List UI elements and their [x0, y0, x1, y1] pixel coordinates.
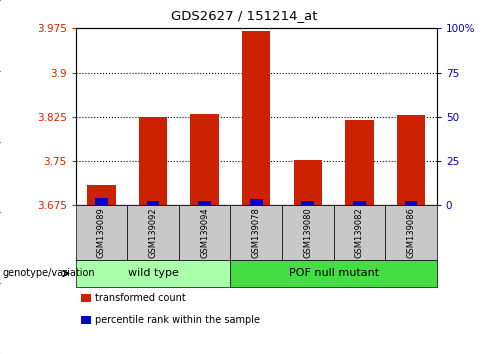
Text: GSM139092: GSM139092	[148, 207, 158, 258]
Text: GSM139078: GSM139078	[252, 207, 261, 258]
Text: GSM139082: GSM139082	[355, 207, 364, 258]
Text: genotype/variation: genotype/variation	[2, 268, 95, 279]
Text: percentile rank within the sample: percentile rank within the sample	[95, 315, 260, 325]
Text: GSM139080: GSM139080	[303, 207, 312, 258]
Bar	[190, 114, 219, 205]
Bar	[146, 201, 160, 205]
Bar	[302, 201, 314, 205]
Bar	[397, 115, 425, 205]
Bar	[405, 201, 417, 205]
Text: wild type: wild type	[127, 268, 179, 279]
Bar	[95, 198, 108, 205]
Bar	[294, 160, 322, 205]
Text: transformed count: transformed count	[95, 293, 186, 303]
Text: POF null mutant: POF null mutant	[288, 268, 379, 279]
Text: GSM139089: GSM139089	[97, 207, 106, 258]
Text: GSM139094: GSM139094	[200, 207, 209, 258]
Bar	[250, 199, 263, 205]
Bar	[353, 201, 366, 205]
Text: GSM139086: GSM139086	[407, 207, 415, 258]
Bar	[242, 31, 270, 205]
Bar	[198, 201, 211, 205]
Bar	[139, 117, 167, 205]
Text: GDS2627 / 151214_at: GDS2627 / 151214_at	[171, 9, 317, 22]
Bar	[87, 185, 116, 205]
Bar	[345, 120, 374, 205]
